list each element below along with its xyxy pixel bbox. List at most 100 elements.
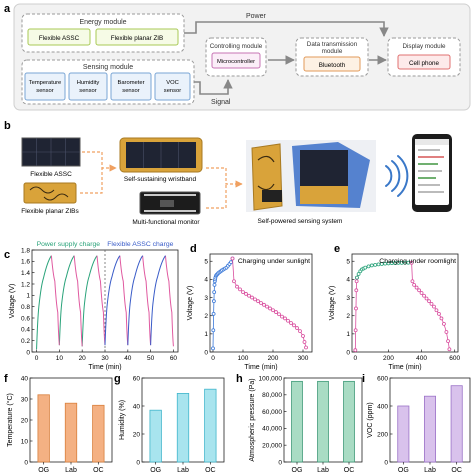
phone-screen-lines [418,149,444,193]
barometer-sensor-box [110,72,152,101]
y-tick-label-f: 30 [21,396,29,403]
data-point-e [414,285,419,290]
y-tick-label-d: 0 [204,349,208,356]
power-label: Power [246,13,267,20]
series-line-d-1 [232,258,307,348]
x-tick-label-i: Lab [424,467,436,474]
x-tick-label-c: 20 [79,355,87,362]
assc-caption: Flexible ASSC [30,171,72,178]
bluetooth-box [303,56,361,72]
y-tick-label-d: 3 [204,295,208,302]
y-tick-label-g: 0 [136,459,140,466]
zib-caption: Flexible planar ZIBs [21,208,79,215]
annotation-c-0: Power supply charge [37,241,101,248]
y-tick-label-c: 0.8 [21,304,30,311]
x-tick-label-f: OC [93,467,104,474]
data-point-d [262,302,266,307]
wristband-to-system-arrow [206,167,243,188]
panel-b: b Flexible ASSC Flexible planar ZIBs [4,120,452,226]
series-line-c-2-2 [150,255,166,346]
bar-i-oc [450,385,463,463]
x-tick-label-c: 10 [56,355,64,362]
chart-panel-f: f 0 10 20 30 40 Temperature (°C) OG Lab OC [4,373,113,474]
voc-sensor-label-2: sensor [164,88,181,94]
data-point-e [417,288,421,293]
system-gold-strip [300,186,348,204]
panel-letter-g: g [114,373,121,385]
panel-letter-i: i [362,373,365,385]
y-axis-label-c: Voltage (V) [9,284,16,319]
y-tick-label-c: 1.6 [21,259,30,266]
data-point-e [353,328,358,333]
y-tick-label-i: 200 [377,431,388,438]
x-tick-label-c: 40 [124,355,132,362]
monitor-photo: Multi-functional monitor [132,191,201,226]
panel-a: a Energy module Flexible ASSC Flexible p… [4,3,471,111]
data-point-e [437,311,441,316]
x-tick-label-h: Lab [317,467,329,474]
bar-h-oc [343,380,355,463]
assc-photo: Flexible ASSC [21,137,81,178]
panel-b-arrows [80,151,243,209]
data-point-e [355,275,359,280]
series-line-c-1-1 [73,255,83,347]
data-point-e [427,299,431,304]
y-tick-label-d: 1 [204,331,208,338]
zib-electrodes [29,186,69,201]
data-point-d [283,316,287,321]
wristband-caption: Self-sustaining wristband [124,176,197,183]
panel-letter-d: d [190,243,197,255]
y-tick-label-h: 20,000 [262,443,282,450]
bar-g-oc [204,388,217,463]
series-line-c-1-3 [119,255,129,346]
annotation-c-1: Flexible ASSC charge [107,241,173,248]
y-axis-label-e: Voltage (V) [329,286,336,321]
controlling-module: Controlling module Microcontroller [205,37,267,77]
flexible-zib-box [95,28,179,46]
y-tick-label-c: 1 [26,293,30,300]
series-line-c-0-1 [58,255,75,346]
bluetooth-label: Bluetooth [319,62,346,69]
signal-arrow [194,79,233,95]
data-point-e [447,347,452,352]
microcontroller-box [211,52,261,69]
data-point-e [354,288,359,293]
panel-letter-b: b [4,120,11,132]
x-tick-label-g: OG [150,467,161,474]
data-point-e [432,304,436,309]
y-tick-label-e: 5 [346,259,350,266]
signal-label: Signal [211,99,231,106]
bar-g-lab [176,392,190,463]
temperature-sensor-label-1: Temperature [29,80,62,86]
data-point-d [211,299,216,304]
data-point-d [268,306,272,311]
data-point-d [298,329,302,334]
panel-letter-a: a [4,3,11,15]
panel-a-arrows: Power Signal [184,13,389,106]
cell-phone-box [397,54,451,70]
y-tick-label-f: 0 [24,459,28,466]
y-tick-label-c: 0.6 [21,315,30,322]
y-tick-label-e: 2 [346,313,350,320]
x-tick-label-d: 100 [238,355,249,362]
data-point-e [409,260,414,265]
y-tick-label-i: 600 [377,375,388,382]
wristband-cell-grid [143,142,179,168]
data-point-d [212,290,217,295]
y-tick-label-e: 4 [346,277,350,284]
series-line-e-2 [411,262,450,350]
display-module: Display module Cell phone [387,37,461,77]
y-tick-label-i: 400 [377,403,388,410]
series-line-c-2-1 [127,255,144,346]
wristband-photo: Self-sustaining wristband [119,137,203,183]
wireless-icon [385,155,409,197]
annotation-e-0: Charging under roomlight [379,258,456,265]
system-board [262,190,282,202]
chart-panel-e: e 0 1 2 3 4 5 Voltage (V) 0 200 400 600 Time (min) Ch… [329,243,460,371]
x-tick-label-f: Lab [65,467,77,474]
data-point-d [277,312,281,317]
y-tick-label-h: 100,000 [259,375,283,382]
data-point-e [369,263,374,268]
x-tick-label-e: 200 [383,355,394,362]
series-line-c-0-2 [81,255,98,347]
